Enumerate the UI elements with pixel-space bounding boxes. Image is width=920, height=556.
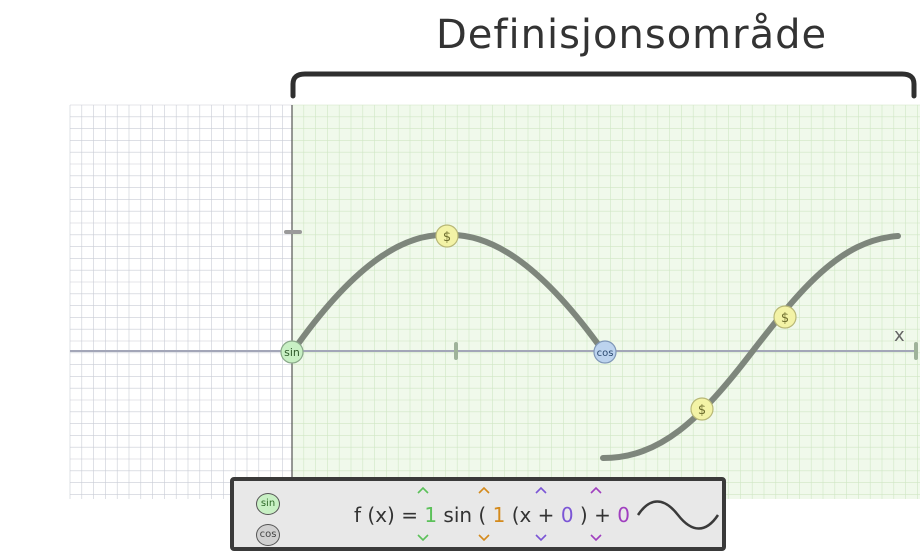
sin-start-marker[interactable]: sin bbox=[280, 340, 304, 364]
wave-preview-icon bbox=[636, 500, 720, 530]
domain-highlight bbox=[292, 105, 920, 499]
sin-start-label: sin bbox=[284, 346, 300, 359]
formula-func: sin ( bbox=[443, 503, 487, 527]
phase-value: 0 bbox=[560, 503, 574, 527]
vertical-shift-value: 0 bbox=[617, 503, 630, 527]
x-axis-label: x bbox=[894, 325, 905, 346]
vertical-shift-up-arrow[interactable] bbox=[589, 485, 603, 495]
domain-title: Definisjonsområde bbox=[436, 12, 828, 58]
frequency-value: 1 bbox=[492, 503, 506, 527]
dollar-coin-2-label: $ bbox=[781, 311, 789, 326]
grid bbox=[69, 104, 292, 499]
phase-up-arrow[interactable] bbox=[534, 485, 548, 495]
formula-prefix: f (x) = bbox=[354, 503, 418, 527]
formula: f (x) = 1 sin ( 1 (x + 0 ) + 0 bbox=[354, 503, 630, 527]
frequency-down-arrow[interactable] bbox=[477, 533, 491, 543]
domain-bracket bbox=[290, 71, 917, 99]
dollar-coin-1-label: $ bbox=[443, 230, 451, 245]
formula-close-plus: ) + bbox=[579, 503, 611, 527]
amplitude-value: 1 bbox=[424, 503, 438, 527]
formula-x-open: (x + bbox=[511, 503, 555, 527]
frequency-up-arrow[interactable] bbox=[477, 485, 491, 495]
function-panel: sin cos f (x) = 1 sin ( 1 (x + 0 ) + 0 bbox=[230, 477, 726, 551]
sin-mode-button[interactable]: sin bbox=[256, 493, 280, 515]
cos-end-marker[interactable]: cos bbox=[593, 340, 617, 364]
cos-end-label: cos bbox=[597, 348, 614, 359]
dollar-coin-3-label: $ bbox=[698, 403, 706, 418]
vertical-shift-down-arrow[interactable] bbox=[589, 533, 603, 543]
dollar-coin-3[interactable]: $ bbox=[690, 397, 714, 421]
amplitude-down-arrow[interactable] bbox=[416, 533, 430, 543]
curve-segment-2[interactable] bbox=[600, 233, 901, 461]
phase-down-arrow[interactable] bbox=[534, 533, 548, 543]
dollar-coin-1[interactable]: $ bbox=[435, 224, 459, 248]
cos-mode-button[interactable]: cos bbox=[256, 524, 280, 546]
dollar-coin-2[interactable]: $ bbox=[773, 305, 797, 329]
amplitude-up-arrow[interactable] bbox=[416, 485, 430, 495]
